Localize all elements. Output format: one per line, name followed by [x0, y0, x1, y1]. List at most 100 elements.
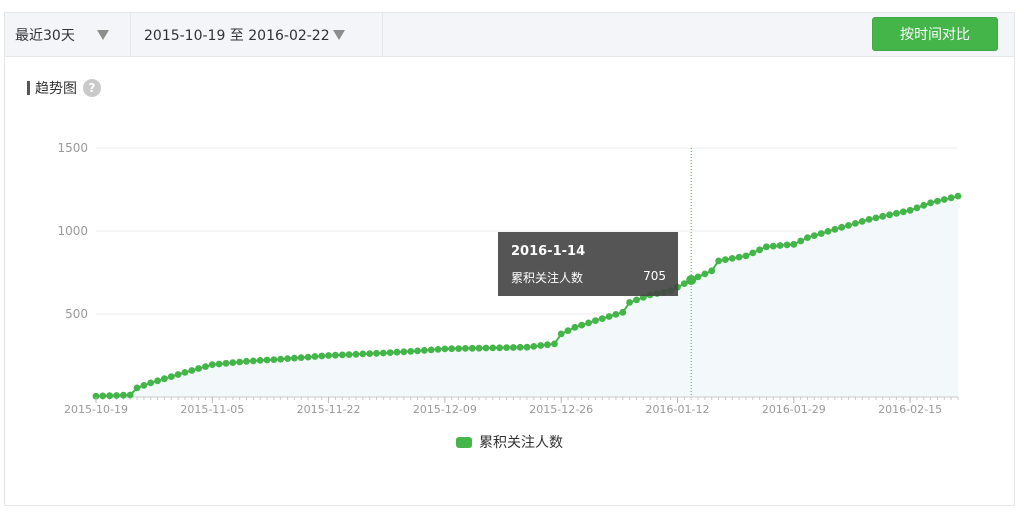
data-point: [756, 246, 763, 254]
data-point: [496, 344, 503, 352]
data-point: [605, 313, 613, 320]
x-tick-label: 2016-01-12: [646, 403, 710, 416]
data-point: [530, 343, 538, 350]
data-point: [113, 392, 120, 399]
section-title-text: 趋势图: [35, 81, 77, 97]
data-point: [325, 352, 332, 359]
y-tick-label: 1500: [57, 141, 88, 155]
data-point: [509, 344, 517, 351]
data-point: [701, 270, 709, 278]
data-point: [297, 354, 305, 361]
data-point: [120, 391, 127, 399]
data-point: [407, 348, 415, 355]
tooltip-date: 2016-1-14: [511, 244, 586, 259]
data-point: [537, 342, 545, 349]
data-point: [126, 391, 134, 399]
data-point: [619, 308, 627, 316]
data-point: [359, 350, 367, 358]
data-point: [386, 349, 394, 356]
data-point: [790, 240, 798, 248]
data-point: [735, 253, 743, 261]
date-range-label: 2015-10-19 至 2016-02-22: [144, 27, 330, 44]
data-point: [544, 341, 551, 349]
chevron-down-icon: [333, 30, 345, 40]
data-point: [852, 220, 859, 227]
data-point: [188, 367, 196, 374]
data-point: [899, 208, 907, 216]
data-point: [366, 350, 374, 357]
data-point: [920, 201, 928, 209]
data-point: [886, 211, 893, 219]
data-point: [202, 363, 209, 370]
data-point: [817, 230, 825, 237]
data-point: [947, 194, 955, 202]
data-point: [523, 343, 531, 351]
data-point: [838, 223, 846, 231]
data-point: [236, 358, 244, 366]
data-point: [879, 212, 887, 220]
data-point: [338, 351, 346, 359]
data-point: [263, 356, 271, 364]
data-point: [626, 299, 633, 306]
data-point: [427, 346, 435, 354]
range-select-label: 最近30天: [15, 27, 75, 44]
data-point: [865, 216, 873, 223]
data-point: [722, 256, 729, 263]
data-point: [318, 352, 326, 360]
data-point: [913, 204, 921, 212]
data-point: [516, 343, 524, 351]
data-point: [352, 350, 360, 358]
data-point: [927, 199, 934, 207]
x-tick-label: 2015-12-09: [413, 403, 477, 416]
data-point: [229, 359, 237, 366]
data-point: [167, 373, 175, 380]
data-point: [284, 355, 291, 362]
data-point: [249, 357, 257, 365]
data-point: [810, 232, 818, 240]
data-point: [680, 280, 688, 287]
chart-tooltip: 2016-1-14 累积关注人数 705: [498, 232, 678, 296]
y-tick-label: 1000: [57, 224, 88, 238]
chart-legend[interactable]: 累积关注人数: [456, 432, 563, 452]
data-point: [345, 351, 353, 358]
data-point: [940, 196, 948, 203]
data-point: [414, 347, 421, 355]
range-select[interactable]: 最近30天: [5, 13, 131, 56]
data-point: [872, 214, 880, 222]
data-point: [215, 360, 223, 368]
legend-label: 累积关注人数: [479, 435, 563, 451]
data-point: [92, 392, 100, 400]
x-tick-label: 2015-11-22: [297, 403, 361, 416]
data-point: [332, 351, 339, 359]
data-point: [824, 228, 832, 235]
data-point: [133, 384, 141, 392]
date-range-picker[interactable]: 2015-10-19 至 2016-02-22: [131, 13, 383, 56]
data-point: [482, 344, 490, 352]
data-point: [311, 353, 319, 360]
question-icon[interactable]: ?: [83, 79, 101, 97]
data-point: [831, 225, 839, 233]
data-point: [906, 206, 914, 214]
x-tick-label: 2016-01-29: [762, 403, 826, 416]
data-point: [694, 273, 702, 281]
data-point: [612, 311, 620, 318]
data-point: [633, 296, 640, 304]
data-point: [256, 357, 264, 364]
data-point: [161, 375, 168, 383]
data-point: [421, 347, 428, 354]
hover-point: [686, 274, 697, 285]
compare-by-time-button[interactable]: 按时间对比: [872, 17, 998, 51]
data-point: [578, 321, 586, 329]
data-point: [797, 237, 805, 245]
data-point: [715, 257, 722, 265]
data-point: [557, 330, 565, 338]
data-point: [503, 344, 510, 351]
data-point: [763, 243, 770, 251]
data-point: [140, 382, 148, 389]
data-point: [195, 365, 203, 372]
data-point: [858, 218, 866, 225]
data-point: [564, 327, 572, 334]
data-point: [776, 242, 784, 249]
data-point: [592, 317, 599, 324]
tooltip-series-label: 累积关注人数: [511, 271, 584, 285]
